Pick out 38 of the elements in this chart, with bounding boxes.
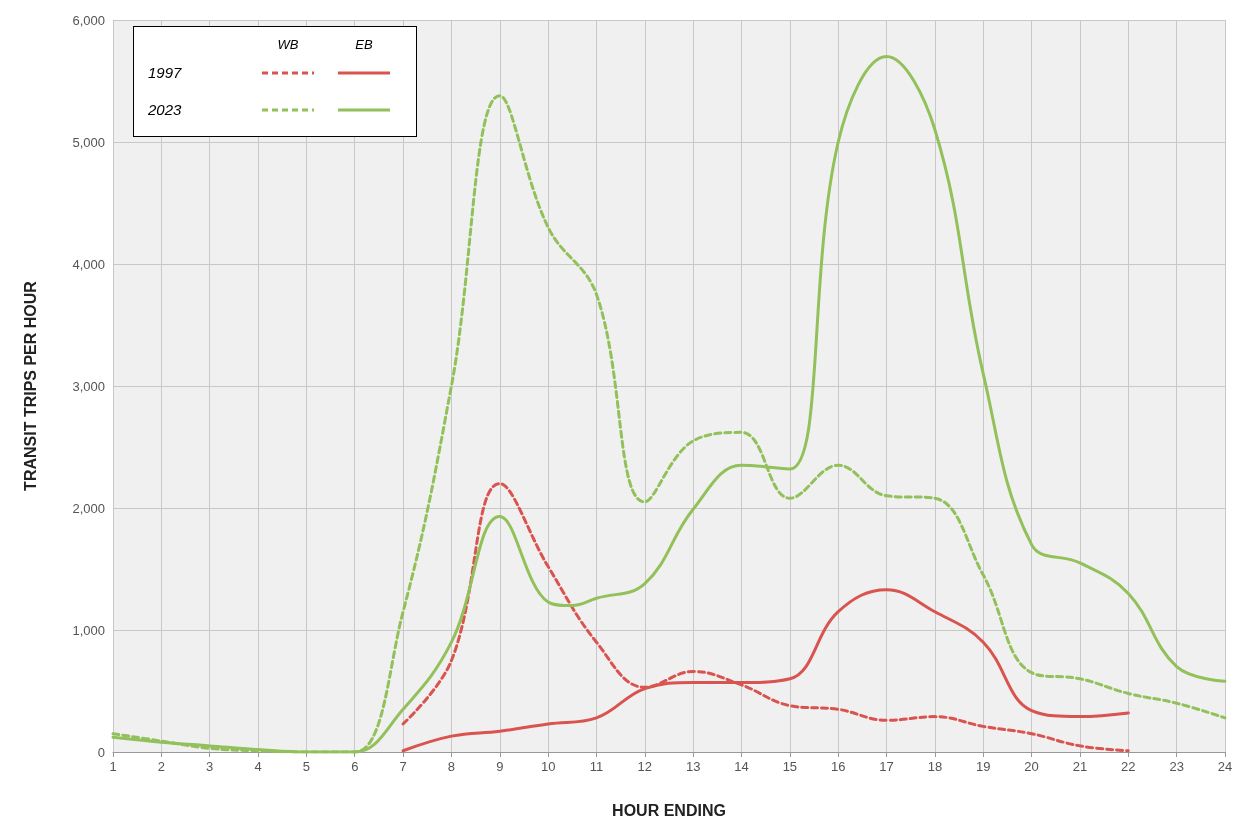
line-series (401, 482, 1130, 753)
x-tick-label: 1 (109, 759, 117, 774)
annotation: EB (354, 36, 374, 54)
x-tick-label: 11 (589, 759, 604, 774)
annotation: WB (276, 36, 300, 54)
y-tick-label: 1,000 (72, 622, 105, 638)
x-tick-label: 7 (399, 759, 407, 774)
x-tick-label: 5 (302, 759, 311, 774)
x-tick-label: 13 (685, 759, 701, 774)
x-tick-label: 21 (1072, 759, 1088, 774)
y-tick-label: 3,000 (72, 378, 105, 394)
x-tick-label: 22 (1121, 759, 1136, 774)
x-tick-label: 15 (782, 759, 798, 774)
annotation: 2023 (148, 100, 183, 120)
y-tick-label: 2,000 (72, 500, 105, 516)
x-tick-label: 19 (976, 759, 991, 774)
x-tick-label: 24 (1217, 759, 1233, 774)
x-tick-label: 9 (496, 759, 504, 774)
x-axis-title: HOUR ENDING (612, 801, 726, 819)
x-tick-label: 23 (1169, 759, 1184, 774)
x-tick-label: 4 (254, 759, 262, 774)
x-tick-label: 16 (830, 759, 846, 774)
annotation: 1997 (148, 63, 183, 83)
x-tick-label: 20 (1024, 759, 1039, 774)
x-tick-label: 3 (206, 759, 214, 774)
y-tick-label: 5,000 (72, 134, 105, 150)
x-tick-label: 17 (879, 759, 894, 774)
x-tick-label: 12 (637, 759, 653, 774)
x-tick-label: 10 (540, 759, 556, 774)
x-tick-label: 2 (157, 759, 165, 774)
y-tick-label: 6,000 (72, 12, 105, 28)
y-axis-title: TRANSIT TRIPS PER HOUR (21, 280, 39, 491)
x-tick-label: 6 (351, 759, 359, 774)
x-tick-label: 8 (447, 759, 456, 774)
y-tick-label: 0 (97, 744, 105, 760)
y-tick-label: 4,000 (72, 256, 105, 272)
x-tick-label: 18 (927, 759, 943, 774)
x-tick-label: 14 (734, 759, 749, 774)
